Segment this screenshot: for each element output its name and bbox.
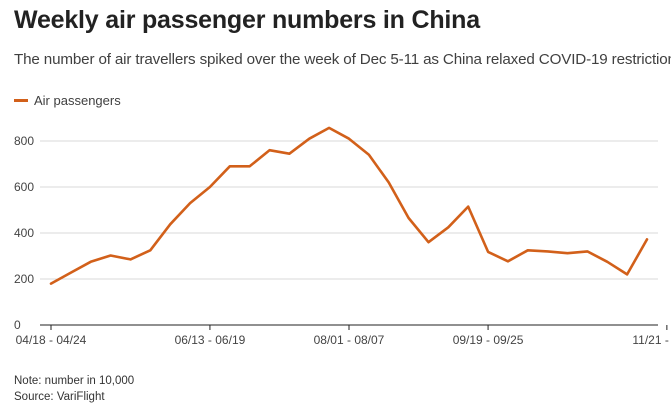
data-point bbox=[149, 249, 151, 251]
x-tick-label: 06/13 - 06/19 bbox=[175, 333, 246, 347]
legend: Air passengers bbox=[14, 93, 121, 108]
data-point bbox=[606, 261, 608, 263]
y-tick-label: 800 bbox=[14, 134, 34, 148]
data-point bbox=[586, 250, 588, 252]
data-point bbox=[427, 241, 429, 243]
data-point bbox=[328, 127, 330, 129]
data-point bbox=[487, 251, 489, 253]
data-point bbox=[546, 250, 548, 252]
data-point bbox=[467, 205, 469, 207]
y-tick-label: 200 bbox=[14, 272, 34, 286]
series-line-air-passengers bbox=[49, 126, 649, 285]
data-point bbox=[626, 273, 628, 275]
data-point bbox=[129, 258, 131, 260]
y-tick-label: 400 bbox=[14, 226, 34, 240]
data-point bbox=[288, 152, 290, 154]
y-tick-label: 600 bbox=[14, 180, 34, 194]
data-point bbox=[229, 165, 231, 167]
data-point bbox=[169, 223, 171, 225]
data-point bbox=[70, 271, 72, 273]
y-tick-label: 0 bbox=[14, 318, 21, 332]
data-point bbox=[527, 249, 529, 251]
note-text: Note: number in 10,000 bbox=[14, 375, 135, 387]
data-point bbox=[50, 282, 52, 284]
data-point bbox=[507, 260, 509, 262]
legend-label: Air passengers bbox=[34, 93, 121, 108]
x-tick-label: 08/01 - 08/07 bbox=[314, 333, 385, 347]
data-point bbox=[90, 261, 92, 263]
x-tick-label: 04/18 - 04/24 bbox=[16, 333, 87, 347]
chart-title: Weekly air passenger numbers in China bbox=[14, 6, 480, 34]
chart-subtitle: The number of air travellers spiked over… bbox=[14, 51, 671, 68]
x-tick-label: 09/19 - 09/25 bbox=[453, 333, 524, 347]
data-point bbox=[348, 138, 350, 140]
data-point bbox=[368, 154, 370, 156]
legend-swatch bbox=[14, 99, 28, 102]
data-point bbox=[209, 186, 211, 188]
data-point bbox=[447, 226, 449, 228]
data-point bbox=[388, 181, 390, 183]
notes: Note: number in 10,000 Source: VariFligh… bbox=[14, 373, 134, 405]
data-point bbox=[407, 217, 409, 219]
data-point bbox=[646, 238, 648, 240]
x-tick-label: 11/21 - 11/27 bbox=[632, 333, 671, 347]
data-point bbox=[268, 149, 270, 151]
data-point bbox=[248, 165, 250, 167]
data-point bbox=[308, 138, 310, 140]
data-point bbox=[189, 202, 191, 204]
data-point bbox=[566, 252, 568, 254]
data-point bbox=[109, 254, 111, 256]
source-text: Source: VariFlight bbox=[14, 391, 105, 403]
